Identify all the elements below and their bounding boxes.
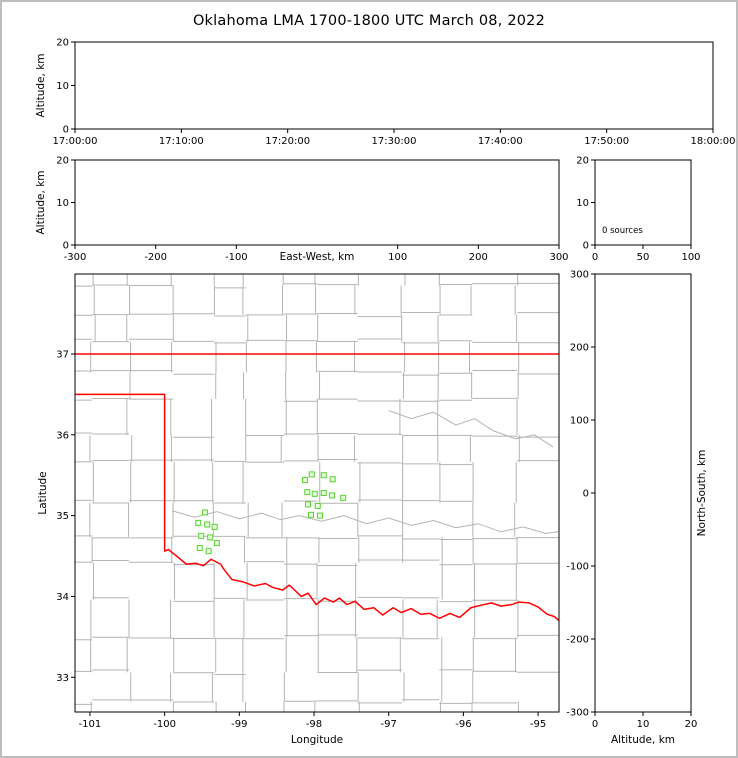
x-tick-label: 0 (592, 719, 598, 730)
lightning-source-point (204, 521, 211, 528)
x-tick-label: 17:50:00 (584, 136, 629, 147)
y-tick-label: 0 (63, 241, 69, 252)
y-tick-label: 0 (63, 125, 69, 136)
y-tick-label: 10 (56, 81, 69, 92)
y-axis-label-right: North-South, km (696, 450, 708, 537)
county-lines (75, 274, 559, 712)
x-tick-label: 17:30:00 (372, 136, 417, 147)
panel-time_height: 17:00:00 17:10:00 17:20:00 17:30:00 17:40:00… (35, 38, 735, 148)
lightning-source-point (308, 511, 315, 518)
y-tick-label: -200 (566, 635, 589, 646)
panel-frame (74, 159, 560, 246)
lightning-source-point (211, 523, 218, 530)
figure-title: Oklahoma LMA 1700-1800 UTC March 08, 202… (192, 13, 546, 29)
x-tick-label: -101 (79, 719, 102, 730)
lightning-source-point (205, 548, 212, 555)
lightning-source-point (316, 512, 323, 519)
x-tick-label: 0 (592, 252, 598, 263)
annotation-sources-count: 0 sources (602, 226, 643, 236)
x-tick-label: 10 (637, 719, 650, 730)
x-tick-label: 100 (681, 252, 700, 263)
lightning-source-point (328, 492, 335, 499)
y-tick-label: 34 (56, 592, 69, 603)
river-line (171, 510, 559, 534)
x-tick-label: 17:40:00 (478, 136, 523, 147)
panel-ew_height: -300 -200 -100 100 200 300 0 10 20 East-West, km A… (35, 156, 569, 264)
x-tick-label: -100 (153, 719, 176, 730)
x-tick-label: -95 (530, 719, 546, 730)
x-tick-label: 20 (685, 719, 698, 730)
lightning-source-point (329, 476, 336, 483)
lightning-source-point (320, 472, 327, 479)
y-axis-label: Latitude (37, 471, 49, 514)
x-tick-label: -97 (381, 719, 397, 730)
y-tick-label: 200 (570, 343, 589, 354)
map-content (75, 274, 559, 712)
y-tick-label: -100 (566, 562, 589, 573)
x-tick-label: -200 (144, 252, 167, 263)
y-tick-label: 0 (583, 241, 589, 252)
x-tick-label: 50 (637, 252, 650, 263)
lightning-source-point (302, 477, 309, 484)
y-tick-label: 36 (56, 430, 69, 441)
x-tick-label: 100 (388, 252, 407, 263)
y-tick-label: -300 (566, 708, 589, 719)
x-tick-label: -100 (225, 252, 248, 263)
x-tick-label: -300 (64, 252, 87, 263)
lightning-source-point (314, 502, 321, 509)
river-line (388, 410, 554, 448)
y-tick-label: 20 (56, 38, 69, 49)
lightning-source-point (213, 540, 220, 547)
y-axis-label: Altitude, km (35, 170, 47, 234)
x-tick-label: -96 (455, 719, 471, 730)
x-tick-label: 200 (469, 252, 488, 263)
lightning-sources (195, 471, 347, 555)
x-tick-label: 18:00:00 (691, 136, 736, 147)
y-tick-label: 300 (570, 270, 589, 281)
lightning-source-point (308, 471, 315, 478)
lightning-source-point (304, 489, 311, 496)
y-axis-label: Altitude, km (35, 53, 47, 117)
y-tick-label: 35 (56, 511, 69, 522)
panel-frame (74, 41, 714, 130)
x-tick-label: -98 (306, 719, 322, 730)
lightning-source-point (201, 509, 208, 516)
y-tick-label: 10 (56, 198, 69, 209)
x-axis-label: Altitude, km (611, 734, 675, 746)
y-tick-label: 100 (570, 416, 589, 427)
y-tick-label: 0 (583, 489, 589, 500)
lightning-source-point (311, 490, 318, 497)
panel-frame (74, 273, 560, 713)
lightning-source-point (195, 519, 202, 526)
x-tick-label: 300 (549, 252, 568, 263)
lightning-source-point (196, 544, 203, 551)
y-tick-label: 33 (56, 673, 69, 684)
panel-frame (594, 273, 692, 713)
lightning-source-point (320, 490, 327, 496)
lightning-source-point (305, 501, 312, 508)
panel-ns_alt: 0 10 20 -300 -200 -100 0 100 200 300 Altitude, km N… (566, 270, 708, 747)
lightning-source-point (198, 532, 205, 539)
lightning-source-point (340, 494, 347, 501)
y-tick-label: 20 (56, 156, 69, 167)
y-tick-label: 10 (576, 198, 589, 209)
y-tick-label: 20 (576, 156, 589, 167)
x-tick-label: 17:00:00 (53, 136, 98, 147)
x-axis-label: Longitude (291, 734, 343, 746)
x-tick-label: -99 (231, 719, 247, 730)
x-tick-label: 17:10:00 (159, 136, 204, 147)
x-tick-label: 17:20:00 (265, 136, 310, 147)
lightning-source-point (207, 534, 214, 541)
state-border-line (75, 393, 559, 622)
panel-plan_view: -101 -100 -99 -98 -97 -96 -95 33 34 35 36 37 Longitu… (37, 273, 560, 746)
panel-alt_histogram: 0 50 100 0 10 20 0 sources (576, 156, 700, 264)
y-tick-label: 37 (56, 350, 69, 361)
x-axis-label: East-West, km (280, 251, 355, 263)
